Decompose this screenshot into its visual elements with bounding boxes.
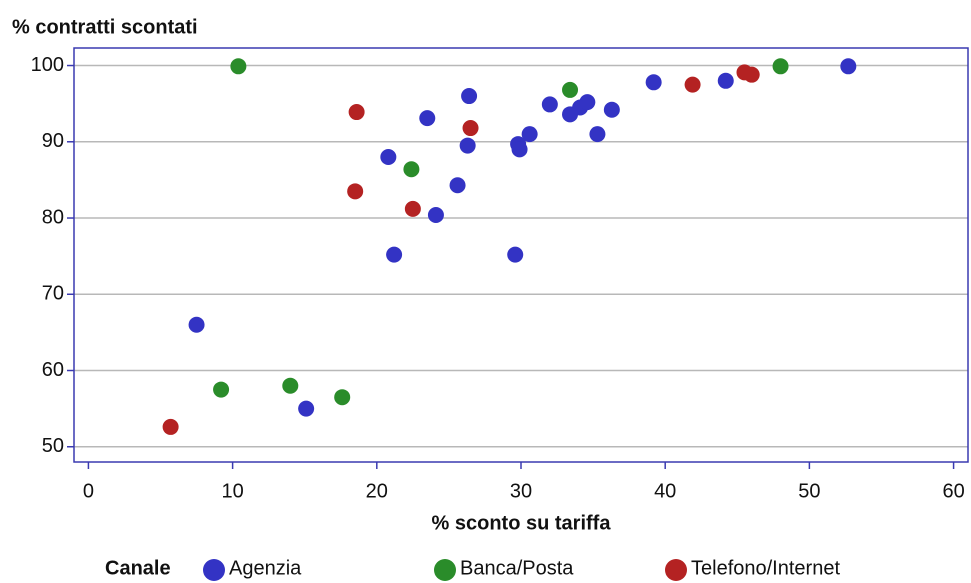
y-tick-label: 80 <box>42 206 64 228</box>
point <box>772 58 789 75</box>
point <box>404 200 421 217</box>
plot-frame <box>73 47 969 463</box>
point <box>562 81 579 98</box>
point <box>840 58 857 75</box>
point <box>419 110 436 127</box>
y-tick-label: 70 <box>42 283 64 305</box>
legend-title: Canale <box>105 557 171 579</box>
legend-label: Banca/Posta <box>460 557 574 579</box>
x-tick-label: 30 <box>510 480 532 502</box>
point <box>511 141 528 158</box>
x-tick-label: 10 <box>221 480 243 502</box>
x-tick-label: 40 <box>654 480 676 502</box>
y-tick-label: 60 <box>42 359 64 381</box>
point <box>188 316 205 333</box>
legend-label: Agenzia <box>229 557 302 579</box>
point <box>162 418 179 435</box>
x-tick-label: 20 <box>366 480 388 502</box>
point <box>459 137 476 154</box>
point <box>213 381 230 398</box>
point <box>603 101 620 118</box>
point <box>462 120 479 137</box>
point <box>645 74 662 91</box>
point <box>427 206 444 223</box>
point <box>403 161 420 178</box>
point <box>449 177 466 194</box>
x-axis-label: % sconto su tariffa <box>432 512 612 534</box>
point <box>579 94 596 111</box>
point <box>298 400 315 417</box>
legend-marker <box>665 559 687 581</box>
y-tick-label: 50 <box>42 435 64 457</box>
point <box>282 377 299 394</box>
point <box>230 58 247 75</box>
chart-title: % contratti scontati <box>12 16 198 38</box>
point <box>380 149 397 166</box>
point <box>521 126 538 143</box>
y-tick-label: 100 <box>31 54 64 76</box>
legend-marker <box>203 559 225 581</box>
y-tick-label: 90 <box>42 130 64 152</box>
point <box>684 76 701 93</box>
point <box>717 72 734 89</box>
point <box>743 66 760 83</box>
point <box>589 126 606 143</box>
point <box>541 96 558 113</box>
legend-label: Telefono/Internet <box>691 557 840 579</box>
point <box>461 88 478 105</box>
x-tick-label: 0 <box>83 480 94 502</box>
x-tick-label: 50 <box>798 480 820 502</box>
point <box>507 246 524 263</box>
legend-marker <box>434 559 456 581</box>
point <box>348 104 365 121</box>
x-tick-label: 60 <box>942 480 964 502</box>
point <box>334 389 351 406</box>
point <box>347 183 364 200</box>
point <box>386 246 403 263</box>
